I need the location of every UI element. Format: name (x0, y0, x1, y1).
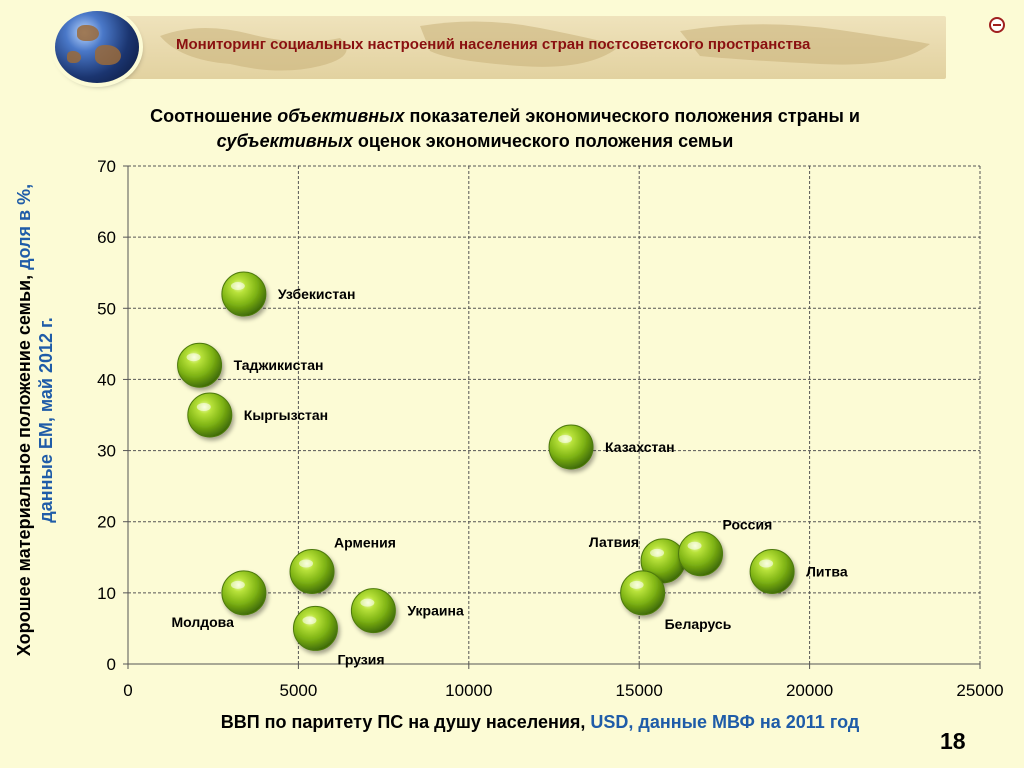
data-point (678, 531, 724, 577)
data-point-highlight (629, 580, 644, 589)
y-tick-label: 20 (97, 513, 116, 532)
x-axis-label-note: USD, данные МВФ на 2011 год (590, 712, 860, 732)
data-point-highlight (186, 353, 201, 362)
point-label: Беларусь (665, 616, 732, 632)
point-label: Латвия (589, 534, 639, 550)
point-label: Армения (334, 535, 396, 551)
x-tick-label: 0 (123, 681, 132, 700)
data-point (289, 549, 335, 595)
y-tick-label: 10 (97, 584, 116, 603)
chart-title: Соотношение объективных показателей экон… (100, 104, 920, 154)
data-point-highlight (650, 548, 665, 557)
x-tick-label: 5000 (279, 681, 317, 700)
x-tick-label: 20000 (786, 681, 833, 700)
y-axis-label-main: Хорошее материальное положение семьи, (14, 269, 34, 657)
point-label: Кыргызстан (244, 407, 328, 423)
y-tick-label: 70 (97, 157, 116, 176)
data-point (620, 570, 666, 616)
point-labels: Узбекистан Таджикистан Кыргызстан Казахстан… (171, 286, 847, 667)
data-point-highlight (360, 598, 375, 607)
y-tick-label: 30 (97, 442, 116, 461)
x-tick-label: 10000 (445, 681, 492, 700)
corner-logo-icon[interactable] (989, 17, 1005, 33)
axes (123, 165, 981, 669)
chart-title-suffix-1: показателей экономического положения стр… (404, 106, 860, 126)
grid-lines (128, 165, 981, 664)
point-label: Украина (407, 603, 464, 619)
data-point-highlight (196, 403, 211, 411)
data-point (749, 549, 795, 595)
chart-title-prefix: Соотношение (150, 106, 278, 126)
x-axis-label: ВВП по паритету ПС на душу населения, US… (100, 712, 980, 733)
point-label: Казахстан (605, 439, 675, 455)
world-map-decoration (160, 21, 930, 71)
data-point (177, 342, 223, 388)
point-label: Молдова (171, 614, 234, 630)
data-point-highlight (230, 282, 245, 291)
data-point-highlight (299, 559, 314, 568)
data-point (221, 570, 267, 616)
data-points (177, 271, 795, 651)
data-point (221, 271, 267, 317)
chart-title-italic-1: объективных (277, 106, 405, 126)
y-tick-label: 60 (97, 228, 116, 247)
data-point-highlight (759, 559, 774, 568)
data-point (187, 392, 233, 438)
x-axis-label-main: ВВП по паритету ПС на душу населения, (220, 712, 591, 732)
chart-title-suffix-2: оценок экономического положения семьи (352, 131, 734, 151)
x-tick-label: 25000 (956, 681, 1003, 700)
data-point-highlight (687, 541, 702, 550)
chart-title-italic-2: субъективных (216, 131, 353, 151)
header-banner (120, 16, 946, 79)
y-tick-label: 50 (97, 299, 116, 318)
point-label: Таджикистан (234, 357, 324, 373)
point-label: Россия (723, 517, 773, 533)
header-title: Мониторинг социальных настроений населен… (176, 36, 811, 53)
point-label: Узбекистан (278, 286, 356, 302)
y-tick-label: 0 (107, 655, 116, 674)
x-tick-label: 15000 (616, 681, 663, 700)
data-point-highlight (230, 580, 245, 589)
tick-labels: 0 10 20 30 40 50 60 70 0 5000 10000 15000 20000 25000 (97, 157, 1004, 700)
data-point-highlight (558, 435, 573, 444)
globe-icon (55, 11, 139, 83)
y-axis-label: Хорошее материальное положение семьи, до… (13, 150, 59, 690)
data-point-highlight (302, 616, 317, 625)
point-label: Литва (806, 564, 848, 580)
y-tick-label: 40 (97, 370, 116, 389)
data-point (548, 424, 594, 470)
data-point (292, 605, 338, 651)
point-label: Грузия (337, 651, 384, 667)
page-number: 18 (940, 728, 966, 754)
data-point (350, 588, 396, 634)
